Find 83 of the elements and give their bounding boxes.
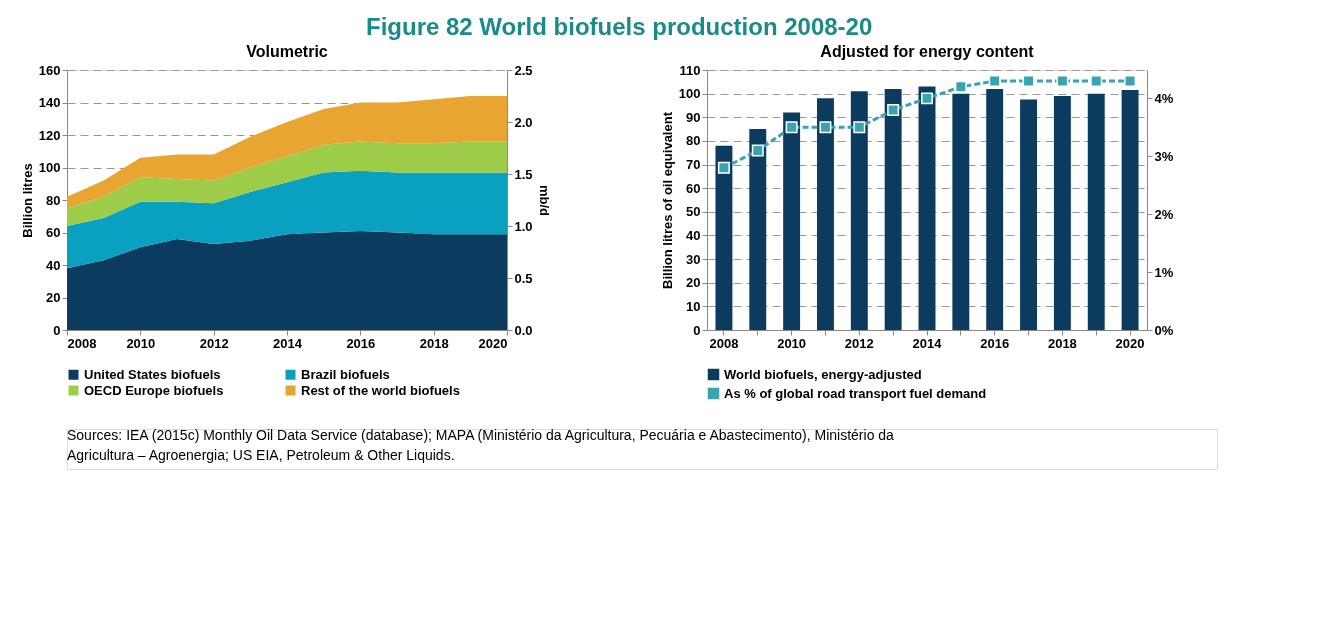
bar [783, 112, 801, 330]
y2-tick-label: 3% [1154, 148, 1174, 164]
x-tick-label: 2016 [346, 335, 376, 351]
bar [952, 93, 970, 330]
x-tick-label: 2014 [273, 335, 303, 351]
x-tick-label: 2018 [1047, 335, 1077, 351]
y-tick-label: 0 [53, 322, 61, 338]
bar [986, 88, 1004, 330]
y-tick-label: 0 [693, 322, 701, 338]
y-tick-label: 90 [686, 109, 701, 125]
y-tick-label: 10 [686, 298, 701, 314]
y-tick-label: 80 [46, 192, 61, 208]
point [921, 92, 933, 105]
x-tick-label: 2016 [980, 335, 1010, 351]
bar [1020, 99, 1037, 330]
y-tick-label: 50 [686, 204, 701, 220]
x-tick-label: 2010 [126, 335, 156, 351]
chart-title: Adjusted for energy content [820, 43, 1035, 60]
legend-label: As % of global road transport fuel demand [724, 385, 987, 401]
y-tick-label: 40 [46, 257, 61, 273]
bar [749, 129, 767, 330]
bar [817, 98, 834, 330]
bar [715, 145, 733, 330]
point [751, 144, 764, 157]
x-tick-label: 2018 [419, 335, 449, 351]
y2-tick-label: 2% [1154, 206, 1174, 222]
x-tick-label: 2012 [844, 335, 874, 351]
y2-tick-label: 2.5 [514, 62, 533, 78]
point [819, 121, 832, 134]
x-tick-label: 2008 [709, 335, 739, 351]
y-tick-label: 100 [38, 160, 61, 175]
source-note: Sources: IEA (2015c) Monthly Oil Data Service (database); MAPA (Ministério da Agricultura, Pecuária e Abastecimento), Ministério da Agricultura – Agroenergia; US EIA, Petroleum & Other Liquids. [67, 427, 895, 463]
bar [850, 91, 868, 330]
y-tick-label: 60 [686, 180, 701, 196]
text: Figure 82 World biofuels production 2008-20 [366, 12, 873, 40]
y-tick-label: 40 [686, 227, 701, 243]
point [717, 161, 730, 174]
point [1022, 75, 1035, 87]
y-tick-label: 70 [686, 157, 701, 173]
legend-label: Rest of the world biofuels [301, 382, 460, 398]
bar [1053, 96, 1071, 330]
y-tick-label: 20 [686, 275, 701, 291]
y2-tick-label: 0% [1154, 322, 1174, 338]
y2-axis-title: mb/d [536, 184, 552, 217]
point [853, 121, 866, 134]
legend-label: United States biofuels [84, 366, 221, 382]
x-tick-label: 2008 [67, 335, 97, 351]
legend-label: OECD Europe biofuels [84, 382, 224, 398]
x-tick-label: 2020 [1115, 335, 1145, 351]
y-tick-label: 110 [679, 62, 701, 78]
point [785, 121, 798, 134]
y-tick-label: 80 [686, 133, 701, 149]
y-tick-label: 60 [46, 225, 61, 240]
point [988, 75, 1001, 87]
bar [884, 88, 902, 330]
y2-tick-label: 2.0 [514, 114, 533, 130]
y2-tick-label: 0.5 [514, 270, 533, 286]
chart-subtitle: Volumetric [246, 43, 328, 60]
bar [1087, 93, 1105, 330]
y-tick-label: 140 [38, 95, 61, 110]
x-tick-label: 2014 [912, 335, 943, 351]
bar [918, 86, 936, 330]
point [887, 103, 900, 116]
point [1056, 75, 1069, 87]
bar [1121, 90, 1139, 330]
y-tick-label: 20 [46, 290, 61, 305]
point [1090, 75, 1103, 87]
legend-label: World biofuels, energy-adjusted [724, 366, 922, 382]
x-tick-label: 2010 [777, 335, 807, 351]
y2-tick-label: 4% [1154, 90, 1174, 106]
y-tick-label: 30 [686, 251, 701, 267]
y-axis-title: Billion litres [19, 163, 35, 238]
x-tick-label: 2020 [478, 335, 508, 351]
y2-tick-label: 1.5 [514, 166, 533, 182]
legend-label: Brazil biofuels [301, 366, 390, 382]
y-tick-label: 100 [678, 86, 701, 102]
y2-tick-label: 1.0 [514, 218, 533, 234]
y-tick-label: 160 [38, 62, 61, 78]
y2-tick-label: 0.0 [514, 322, 533, 338]
y2-tick-label: 1% [1154, 264, 1174, 280]
x-tick-label: 2012 [199, 335, 229, 351]
y-tick-label: 120 [38, 127, 61, 143]
y-axis-title: Billion litres of oil equivalent [659, 111, 675, 289]
